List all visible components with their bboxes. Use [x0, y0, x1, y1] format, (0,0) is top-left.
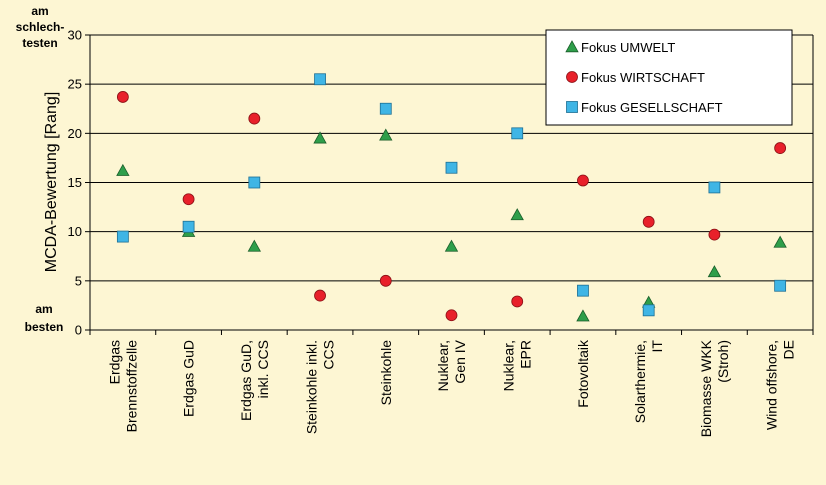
x-category-label: IT	[649, 340, 665, 353]
data-point-square	[248, 176, 261, 189]
x-category-label: Erdgas GuD	[181, 340, 197, 417]
data-point-square	[379, 102, 392, 115]
data-point-triangle	[247, 239, 261, 252]
data-point-square	[116, 230, 129, 243]
data-point-circle	[314, 289, 326, 302]
y-tick-label-5: 5	[75, 273, 82, 288]
x-category-label: Brennstoffzelle	[123, 340, 139, 433]
x-category-label: Erdgas	[106, 340, 122, 384]
data-point-circle	[445, 309, 458, 322]
data-point-circle	[708, 228, 721, 241]
data-point-triangle	[773, 235, 787, 248]
data-point-triangle	[313, 131, 327, 144]
data-point-triangle	[707, 265, 722, 278]
data-point-circle	[577, 174, 589, 187]
y-axis-label: MCDA-Bewertung [Rang]	[43, 92, 60, 273]
annotation-best: am besten	[25, 302, 64, 334]
data-point-triangle	[510, 208, 524, 221]
x-category-label: Nuklear,	[435, 340, 451, 391]
data-point-square	[577, 284, 589, 297]
legend-marker-triangle	[565, 40, 579, 53]
data-point-square	[642, 304, 655, 317]
data-points	[116, 73, 787, 322]
data-point-triangle	[576, 309, 590, 322]
legend-marker-circle	[566, 71, 578, 83]
annotation-worst: am schlech-testen	[16, 4, 65, 50]
x-category-label: Fotovoltaik	[575, 339, 591, 408]
x-category-label: Steinkohle	[378, 340, 394, 406]
data-point-square	[182, 220, 195, 233]
series-triangle	[116, 128, 787, 322]
data-point-circle	[379, 274, 392, 287]
x-category-label: Erdgas GuD,	[238, 340, 254, 421]
x-category-label: Biomasse WKK	[698, 339, 714, 437]
x-category-label: Steinkohle inkl.	[304, 340, 320, 434]
x-category-label: inkl. CCS	[255, 340, 271, 398]
legend-marker-square	[566, 101, 578, 113]
legend-box	[545, 29, 793, 126]
data-point-circle	[116, 91, 129, 103]
x-category-label: Nuklear,	[501, 340, 517, 391]
data-point-square	[774, 279, 787, 292]
data-point-triangle	[444, 239, 459, 252]
data-point-square	[445, 161, 458, 174]
data-point-circle	[774, 142, 787, 154]
annotation-worst-line: schlech-	[16, 20, 65, 34]
data-point-square	[511, 127, 524, 140]
annotation-best-line: besten	[25, 320, 64, 334]
x-category-label: DE	[781, 340, 797, 359]
x-category-label: Solarthermie,	[632, 340, 648, 423]
annotation-worst-line: am	[31, 4, 48, 18]
x-category-label: Gen IV	[452, 339, 468, 383]
x-axis-categories: Erdgas Brennstoffzelle Erdgas GuD Erdgas Gu…	[89, 330, 814, 437]
legend-label: Fokus GESELLSCHAFT	[581, 100, 723, 115]
data-point-circle	[248, 112, 261, 125]
data-point-triangle	[379, 128, 393, 141]
y-tick-label-0: 0	[75, 323, 82, 338]
y-axis-ticks: 0 5 10 15 20 25 30	[68, 28, 90, 338]
legend-label: Fokus UMWELT	[581, 40, 675, 55]
x-category-label: (Stroh)	[715, 340, 731, 383]
annotation-best-line: am	[35, 302, 52, 316]
y-tick-label-20: 20	[68, 126, 82, 141]
data-point-square	[314, 73, 326, 86]
x-category-label: EPR	[518, 340, 534, 369]
y-tick-label-10: 10	[68, 224, 82, 239]
x-category-label: CCS	[321, 340, 337, 370]
y-tick-label-25: 25	[68, 77, 82, 92]
y-tick-label-30: 30	[68, 28, 82, 43]
annotation-worst-line: testen	[22, 36, 57, 50]
series-square	[116, 73, 787, 317]
data-point-triangle	[116, 163, 130, 176]
data-point-circle	[182, 193, 195, 206]
data-point-circle	[511, 295, 524, 308]
legend-label: Fokus WIRTSCHAFT	[581, 70, 705, 85]
x-category-label: Wind offshore,	[764, 340, 780, 430]
data-point-circle	[642, 215, 655, 228]
y-tick-label-15: 15	[68, 175, 82, 190]
legend: Fokus UMWELT Fokus WIRTSCHAFT Fokus GESELL…	[545, 29, 793, 126]
series-circle	[116, 91, 787, 322]
data-point-square	[708, 181, 721, 194]
